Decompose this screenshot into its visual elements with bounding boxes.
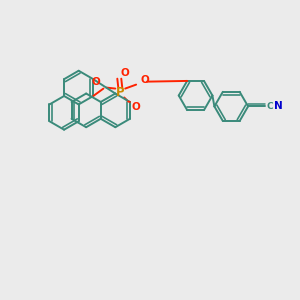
Text: O: O — [121, 68, 130, 78]
Text: C: C — [266, 102, 273, 111]
Text: O: O — [132, 102, 140, 112]
Text: O: O — [91, 76, 100, 87]
Text: O: O — [141, 75, 149, 85]
Text: P: P — [116, 86, 124, 99]
Text: N: N — [274, 101, 283, 111]
